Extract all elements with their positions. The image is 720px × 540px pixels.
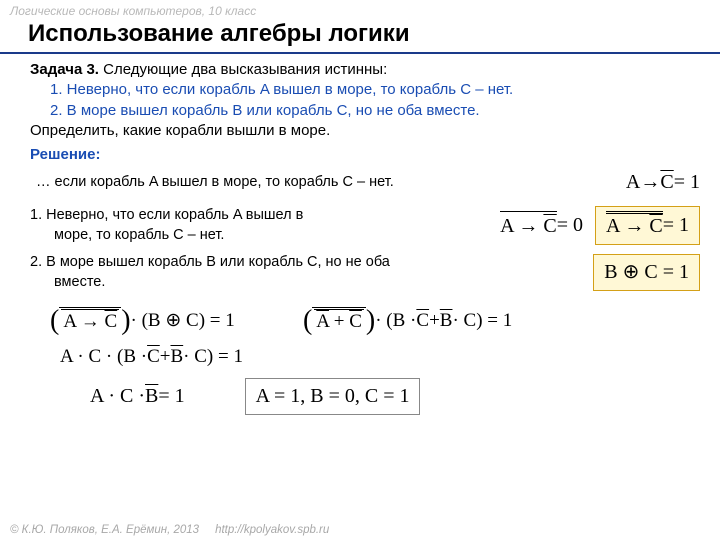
sol-text-0: … если корабль A вышел в море, то корабл… xyxy=(30,173,626,193)
sol-text-1: 1. Неверно, что если корабль A вышел в м… xyxy=(30,206,500,245)
statement-1: 1. Неверно, что если корабль A вышел в м… xyxy=(30,80,700,100)
formula-left-col: (A → C) · (B ⊕ C) = 1 A · C · (B · C + B… xyxy=(50,307,243,370)
sol-row-0: … если корабль A вышел в море, то корабл… xyxy=(30,169,700,196)
sol-row-1: 1. Неверно, что если корабль A вышел в м… xyxy=(30,206,700,245)
eq-1a: A → C = 0 xyxy=(500,211,583,240)
content: Задача 3. Следующие два высказывания ист… xyxy=(0,54,720,415)
footer-url: http://kpolyakov.spb.ru xyxy=(215,524,329,536)
formula-f2: A · C · (B · C + B · C) = 1 xyxy=(60,344,243,370)
page-title: Использование алгебры логики xyxy=(0,18,720,54)
formula-f1-right: (A + C) · (B · C + B · C) = 1 xyxy=(303,307,512,335)
footer-copy: © К.Ю. Поляков, Е.А. Ерёмин, 2013 xyxy=(10,524,199,536)
problem-task: Определить, какие корабли вышли в море. xyxy=(30,121,700,141)
eq-1b-boxed: A → C = 1 xyxy=(595,206,700,245)
final-answer-box: A = 1, B = 0, C = 1 xyxy=(245,378,421,415)
final-row: A · C · B = 1 A = 1, B = 0, C = 1 xyxy=(90,378,700,415)
formula-right-col: (A + C) · (B · C + B · C) = 1 xyxy=(303,307,512,370)
footer: © К.Ю. Поляков, Е.А. Ерёмин, 2013 http:/… xyxy=(10,524,329,536)
solution-label: Решение: xyxy=(30,145,700,165)
formula-derivation: (A → C) · (B ⊕ C) = 1 A · C · (B · C + B… xyxy=(50,307,700,370)
problem-intro: Следующие два высказывания истинны: xyxy=(99,61,387,78)
course-header: Логические основы компьютеров, 10 класс xyxy=(0,0,720,18)
eq-2-boxed: B ⊕ C = 1 xyxy=(593,254,700,291)
statement-2: 2. В море вышел корабль B или корабль C,… xyxy=(30,101,700,121)
problem: Задача 3. Следующие два высказывания ист… xyxy=(30,60,700,141)
problem-label: Задача 3. xyxy=(30,61,99,78)
formula-f3: A · C · B = 1 xyxy=(90,383,185,410)
sol-text-2: 2. В море вышел корабль B или корабль C,… xyxy=(30,253,581,292)
formula-f1-left: (A → C) · (B ⊕ C) = 1 xyxy=(50,307,243,335)
eq-0: A → C = 1 xyxy=(626,169,700,196)
sol-row-2: 2. В море вышел корабль B или корабль C,… xyxy=(30,253,700,292)
